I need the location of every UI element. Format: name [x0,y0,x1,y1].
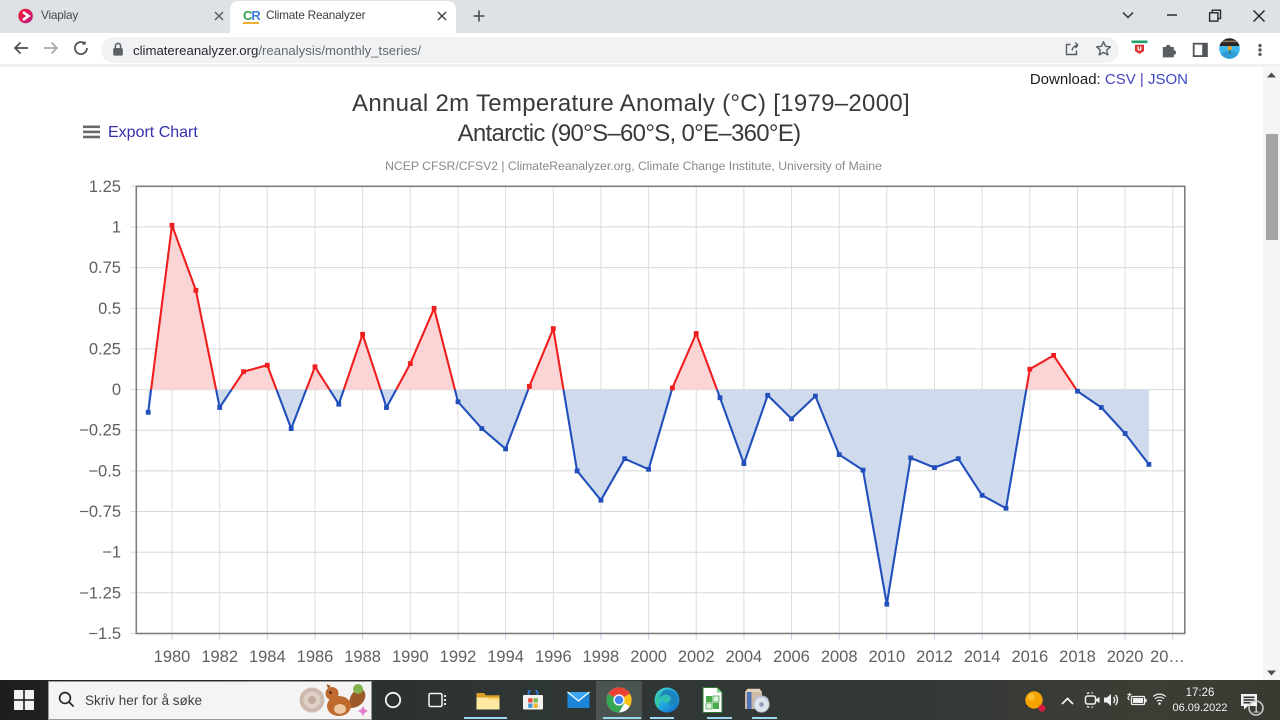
svg-text:−0.25: −0.25 [79,422,121,440]
svg-text:2012: 2012 [916,648,953,666]
svg-text:−0.5: −0.5 [88,462,121,480]
svg-text:1: 1 [1253,701,1260,715]
svg-text:0.75: 0.75 [89,259,121,277]
svg-text:1986: 1986 [297,648,334,666]
svg-text:1992: 1992 [440,648,477,666]
svg-text:0.25: 0.25 [89,340,121,358]
svg-text:2008: 2008 [821,648,858,666]
svg-text:1994: 1994 [487,648,524,666]
svg-text:0: 0 [112,381,121,399]
svg-text:2014: 2014 [964,648,1001,666]
svg-text:1: 1 [112,218,121,236]
svg-text:−1: −1 [102,544,121,562]
svg-text:−0.75: −0.75 [79,503,121,521]
svg-text:2000: 2000 [630,648,667,666]
svg-text:20…: 20… [1150,648,1185,666]
svg-text:2018: 2018 [1059,648,1096,666]
svg-text:2010: 2010 [868,648,905,666]
svg-text:1.25: 1.25 [89,178,121,196]
svg-text:2004: 2004 [726,648,763,666]
svg-text:1990: 1990 [392,648,429,666]
svg-text:2006: 2006 [773,648,810,666]
svg-text:2002: 2002 [678,648,715,666]
svg-text:−1.25: −1.25 [79,584,121,602]
svg-text:1982: 1982 [201,648,238,666]
svg-text:1988: 1988 [344,648,381,666]
svg-text:2020: 2020 [1107,648,1144,666]
svg-text:2016: 2016 [1011,648,1048,666]
svg-text:1980: 1980 [154,648,191,666]
svg-text:0.5: 0.5 [98,300,121,318]
svg-text:−1.5: −1.5 [88,625,121,643]
svg-text:1996: 1996 [535,648,572,666]
svg-text:1984: 1984 [249,648,286,666]
svg-text:1998: 1998 [583,648,620,666]
